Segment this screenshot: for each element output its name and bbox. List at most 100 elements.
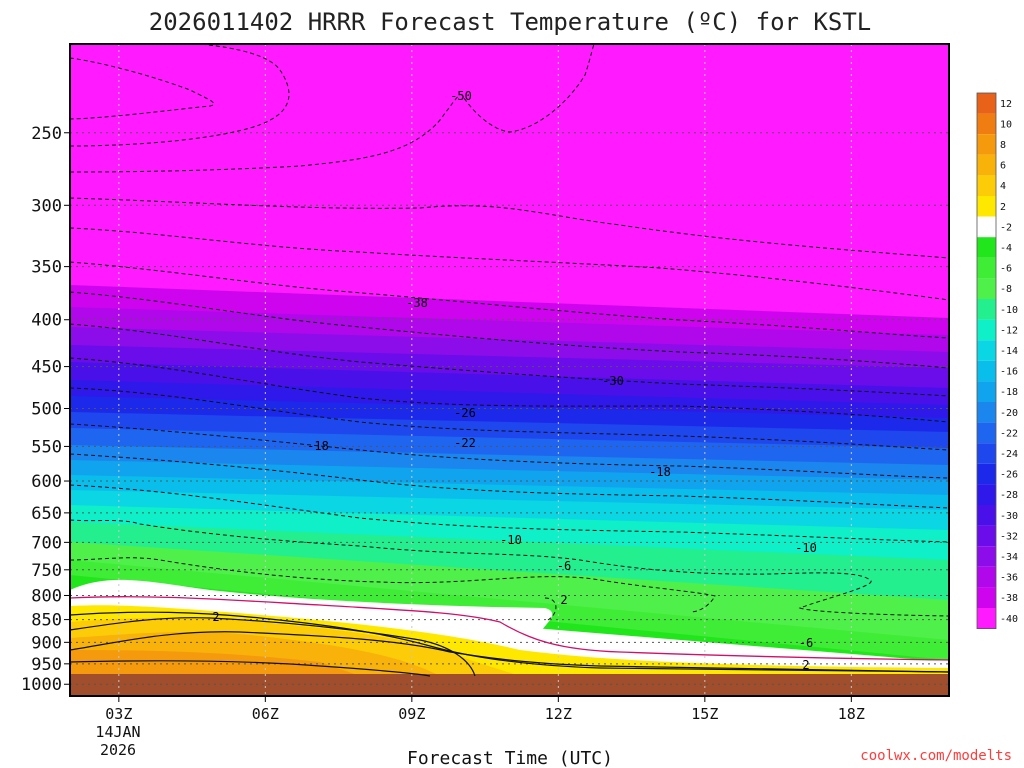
y-tick-label: 250 <box>31 124 62 144</box>
contour-line-negative <box>544 597 557 621</box>
contour-label: -50 <box>450 89 472 103</box>
colorbar-swatch <box>977 525 996 547</box>
colorbar-swatch <box>977 360 996 382</box>
y-tick-label: 750 <box>31 561 62 581</box>
y-tick-label: 800 <box>31 586 62 606</box>
contour-line-negative <box>70 197 949 259</box>
colorbar-label: -36 <box>1000 573 1018 584</box>
colorbar-label: -16 <box>1000 367 1018 378</box>
contour-line-positive <box>70 660 431 677</box>
svg-text:-30: -30 <box>602 374 624 388</box>
colorbar-frame <box>976 92 997 629</box>
y-tick-label: 900 <box>31 633 62 653</box>
credit-text: coolwx.com/modelts <box>860 748 1012 764</box>
colorbar-label: -30 <box>1000 511 1018 522</box>
contour-line-negative <box>70 519 949 617</box>
colorbar-swatch <box>977 154 996 176</box>
contour-label: -30 <box>602 374 624 388</box>
colorbar-swatch <box>977 566 996 588</box>
colorbar-swatch <box>977 608 996 629</box>
svg-text:-26: -26 <box>454 406 476 420</box>
contour-line-negative <box>70 291 949 369</box>
chart-title: 2026011402 HRRR Forecast Temperature (ºC… <box>149 8 871 36</box>
contour-line-negative <box>70 557 716 613</box>
colorbar-label: 4 <box>1000 181 1006 192</box>
colorbar-label: -22 <box>1000 428 1018 439</box>
contour-label: -18 <box>649 465 671 479</box>
contour-line-positive <box>70 617 476 677</box>
contour-line-negative <box>70 44 595 173</box>
colorbar-swatch <box>977 319 996 341</box>
contour-label: -6 <box>799 636 813 650</box>
contour-line-positive <box>70 611 949 673</box>
colorbar-label: -6 <box>1000 264 1012 275</box>
colorbar-swatch <box>977 587 996 608</box>
colorbar-label: 8 <box>1000 140 1006 151</box>
x-tick-label: 18Z <box>838 705 865 723</box>
colorbar-swatch <box>977 257 996 279</box>
colorbar-swatch <box>977 546 996 567</box>
svg-text:2: 2 <box>802 658 809 672</box>
y-axis: 2503003504004505005506006507007508008509… <box>21 124 70 695</box>
y-tick-label: 450 <box>31 358 62 378</box>
colorbar-swatch <box>977 175 996 196</box>
x-axis: 14JAN 2026 03Z 06Z 09Z 12Z 15Z 18Z <box>95 696 865 759</box>
svg-text:-10: -10 <box>795 541 817 555</box>
colorbar-swatch <box>977 422 996 444</box>
colorbar-label: -12 <box>1000 325 1018 336</box>
colorbar-swatch <box>977 402 996 423</box>
x-axis-label: Forecast Time (UTC) <box>407 748 613 768</box>
svg-text:-18: -18 <box>649 465 671 479</box>
colorbar-label: -20 <box>1000 408 1018 419</box>
svg-text:-38: -38 <box>406 296 428 310</box>
y-tick-label: 650 <box>31 504 62 524</box>
colorbar-label: 12 <box>1000 99 1012 110</box>
colorbar-swatch <box>977 463 996 485</box>
plot-area: -50 -38 -30 -26 -22 -18 -18 -10 -10 -6 -6 2 2 2 <box>70 44 949 696</box>
y-tick-label: 600 <box>31 472 62 492</box>
contour-line-freezing <box>70 596 949 661</box>
y-tick-label: 950 <box>31 655 62 675</box>
contour-label: -10 <box>500 533 522 547</box>
colorbar-label: 2 <box>1000 202 1006 213</box>
colorbar-swatch <box>977 505 996 526</box>
colorbar-label: -28 <box>1000 490 1018 501</box>
y-tick-label: 850 <box>31 611 62 631</box>
colorbar-label: -2 <box>1000 222 1012 233</box>
contour-label: 2 <box>560 593 567 607</box>
svg-text:2: 2 <box>212 610 219 624</box>
contour-line-negative <box>70 261 949 339</box>
colorbar-swatch <box>977 113 996 135</box>
colorbar-label: -26 <box>1000 470 1018 481</box>
contour-label: -10 <box>795 541 817 555</box>
contour-line-negative <box>70 57 215 120</box>
svg-text:-6: -6 <box>799 636 813 650</box>
colorbar-label: -14 <box>1000 346 1018 357</box>
colorbar-label: -40 <box>1000 614 1018 625</box>
x-tick-date: 14JAN <box>95 723 140 741</box>
contour-line-negative <box>70 323 949 397</box>
contour-label: 2 <box>212 610 219 624</box>
svg-text:-50: -50 <box>450 89 472 103</box>
colorbar-label: -24 <box>1000 449 1018 460</box>
svg-text:2: 2 <box>560 593 567 607</box>
x-tick-label: 12Z <box>545 705 572 723</box>
colorbar-swatch <box>977 93 996 114</box>
contour-label: -22 <box>454 436 476 450</box>
contour-label: -6 <box>557 559 571 573</box>
colorbar-swatch <box>977 484 996 505</box>
colorbar-swatch <box>977 216 996 238</box>
x-tick-label: 09Z <box>398 705 425 723</box>
contour-label: -38 <box>406 296 428 310</box>
contour-line-negative <box>70 453 949 509</box>
colorbar-swatch <box>977 196 996 217</box>
contour-line-negative <box>70 227 949 301</box>
colorbar-swatch <box>977 237 996 258</box>
y-tick-label: 300 <box>31 196 62 216</box>
y-tick-label: 550 <box>31 437 62 457</box>
svg-text:-22: -22 <box>454 436 476 450</box>
colorbar-label: -4 <box>1000 243 1012 254</box>
contour-label: -18 <box>307 439 329 453</box>
plot-frame <box>69 43 950 697</box>
y-tick-label: 400 <box>31 311 62 331</box>
